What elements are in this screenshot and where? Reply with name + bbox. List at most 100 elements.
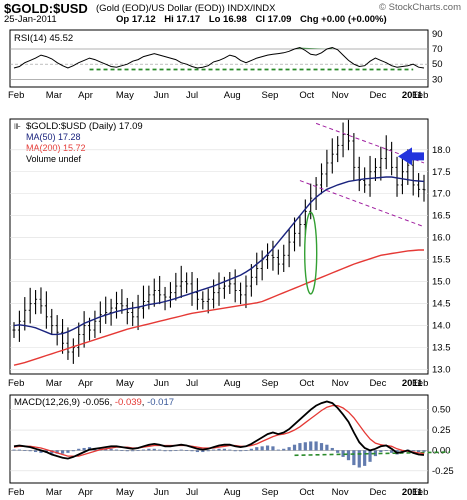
macd-x-tick-label: Aug bbox=[224, 487, 241, 498]
macd-histogram-bar bbox=[179, 449, 183, 451]
macd-x-tick-label: Oct bbox=[299, 487, 314, 498]
macd-histogram-bar bbox=[158, 449, 162, 451]
quote-close: Cl 17.09 bbox=[255, 14, 292, 25]
rsi-label: RSI(14) 45.52 bbox=[14, 33, 73, 44]
rsi-x-tick-label: Feb bbox=[412, 90, 428, 101]
chart-marks: 30 50 70 90 13.0 13.5 14.0 14.5 15.0 15.5 16.0 16.5… bbox=[10, 29, 454, 477]
price-tick-label: 16.5 bbox=[432, 211, 451, 222]
macd-histogram-bar bbox=[185, 450, 189, 452]
price-panel: $GOLD:$USD (Daily) 17.09 MA(50) 17.28 MA… bbox=[9, 118, 429, 375]
price-tick-label: 17.5 bbox=[432, 167, 451, 178]
price-legend-glyph: ⊪ bbox=[14, 122, 21, 131]
quote-change: Chg +0.00 (+0.00%) bbox=[300, 14, 387, 25]
macd-tick-label: 0.50 bbox=[432, 405, 451, 416]
price-tick-label: 18.0 bbox=[432, 145, 451, 156]
price-x-tick-label: May bbox=[116, 378, 134, 389]
price-tick-label: 14.5 bbox=[432, 299, 451, 310]
rsi-x-tick-label: Jul bbox=[186, 90, 198, 101]
macd-histogram-bar bbox=[390, 450, 394, 453]
rsi-x-tick-label: 2011 bbox=[402, 90, 423, 101]
macd-histogram-bar bbox=[422, 450, 426, 452]
macd-support-line bbox=[294, 451, 451, 457]
price-x-tick-label: Feb bbox=[412, 378, 428, 389]
quote-summary: Op 17.12 Hi 17.17 Lo 16.98 Cl 17.09 Chg … bbox=[116, 14, 393, 25]
price-x-tick-label: Dec bbox=[369, 378, 386, 389]
rsi-panel: RSI(14) 45.52 bbox=[9, 29, 429, 88]
macd-histogram-bar bbox=[325, 444, 329, 451]
price-x-tick-label: Sep bbox=[262, 378, 279, 389]
macd-histogram-bar bbox=[206, 450, 210, 452]
macd-histogram-bar bbox=[104, 448, 108, 451]
macd-histogram-bar bbox=[163, 450, 167, 452]
macd-histogram-bar bbox=[131, 450, 135, 452]
macd-histogram-bar bbox=[357, 450, 361, 468]
price-x-tick-label: 2011 bbox=[402, 378, 423, 389]
price-tick-label: 13.5 bbox=[432, 343, 451, 354]
rsi-x-tick-label: May bbox=[116, 90, 134, 101]
macd-histogram-bar bbox=[228, 449, 232, 451]
macd-tick-label: 0.25 bbox=[432, 425, 451, 436]
macd-histogram-bar bbox=[12, 449, 16, 451]
macd-histogram-bar bbox=[238, 450, 243, 452]
macd-histogram-bar bbox=[50, 450, 54, 454]
macd-histogram-bar bbox=[260, 446, 264, 451]
macd-histogram-bar bbox=[23, 450, 27, 452]
macd-histogram-bar bbox=[114, 449, 119, 451]
rsi-overbought-fill bbox=[294, 47, 333, 49]
rsi-x-tick-label: Nov bbox=[332, 90, 349, 101]
rsi-x-tick-label: Dec bbox=[369, 90, 386, 101]
blue-arrow-icon bbox=[398, 147, 424, 166]
quote-date: 25-Jan-2011 bbox=[4, 14, 57, 25]
channel-upper-line bbox=[315, 122, 425, 164]
price-tick-label: 15.5 bbox=[432, 255, 451, 266]
macd-histogram-bar bbox=[255, 447, 259, 451]
x-axes: Feb Mar Apr May Jun Jul Aug Sep Oct Nov Dec 2011Feb… bbox=[8, 90, 428, 498]
rsi-x-tick-label: Oct bbox=[299, 90, 314, 101]
macd-histogram-bar bbox=[298, 443, 302, 451]
macd-histogram-bar bbox=[17, 449, 21, 451]
macd-histogram-bar bbox=[28, 450, 32, 452]
rsi-frame bbox=[9, 29, 429, 88]
legend-volume: Volume undef bbox=[26, 154, 82, 164]
macd-histogram-bar bbox=[201, 450, 205, 453]
price-legend-title: $GOLD:$USD (Daily) 17.09 bbox=[26, 121, 143, 132]
macd-x-tick-label: Sep bbox=[262, 487, 279, 498]
macd-histogram-bar bbox=[82, 447, 86, 451]
macd-histogram-bar bbox=[341, 450, 345, 457]
rsi-x-tick-label: Jun bbox=[154, 90, 169, 101]
macd-line bbox=[13, 400, 425, 460]
macd-histogram-bar bbox=[174, 450, 178, 452]
macd-label-part: -0.017 bbox=[147, 397, 174, 408]
rsi-tick-label: 70 bbox=[432, 44, 443, 55]
macd-histogram-bar bbox=[77, 448, 81, 451]
symbol-description: (Gold (EOD)/US Dollar (EOD)) INDX/INDX bbox=[96, 3, 276, 14]
macd-histogram-bar bbox=[152, 448, 156, 451]
price-x-tick-label: Nov bbox=[332, 378, 349, 389]
macd-histogram-bar bbox=[190, 450, 194, 452]
macd-signal-line bbox=[13, 404, 425, 457]
macd-x-tick-label: May bbox=[116, 487, 134, 498]
quote-high: Hi 17.17 bbox=[164, 14, 201, 25]
rsi-x-tick-label: Sep bbox=[262, 90, 279, 101]
macd-histogram-bar bbox=[71, 450, 75, 452]
symbol-title: $GOLD:$USD bbox=[4, 1, 88, 16]
macd-histogram-bar bbox=[233, 450, 237, 452]
macd-histogram-bar bbox=[379, 450, 383, 453]
ma200-line bbox=[13, 249, 424, 366]
quote-low: Lo 16.98 bbox=[208, 14, 247, 25]
price-x-tick-label: Mar bbox=[46, 378, 62, 389]
rsi-x-tick-label: Mar bbox=[46, 90, 62, 101]
macd-histogram-bar bbox=[314, 441, 318, 451]
chart-header: $GOLD:$USD (Gold (EOD)/US Dollar (EOD)) … bbox=[0, 0, 467, 25]
stockcharts-logo: © StockCharts.com bbox=[379, 2, 461, 13]
macd-histogram-bar bbox=[39, 450, 43, 453]
price-x-tick-label: Feb bbox=[8, 378, 24, 389]
macd-histogram-bar bbox=[265, 445, 270, 451]
price-tick-label: 15.0 bbox=[432, 277, 451, 288]
rsi-tick-label: 30 bbox=[432, 74, 443, 85]
macd-x-tick-label: Dec bbox=[369, 487, 386, 498]
macd-histogram-bar bbox=[212, 449, 216, 451]
rsi-x-tick-label: Feb bbox=[8, 90, 24, 101]
price-x-tick-label: Oct bbox=[299, 378, 314, 389]
macd-histogram-bar bbox=[417, 450, 421, 453]
